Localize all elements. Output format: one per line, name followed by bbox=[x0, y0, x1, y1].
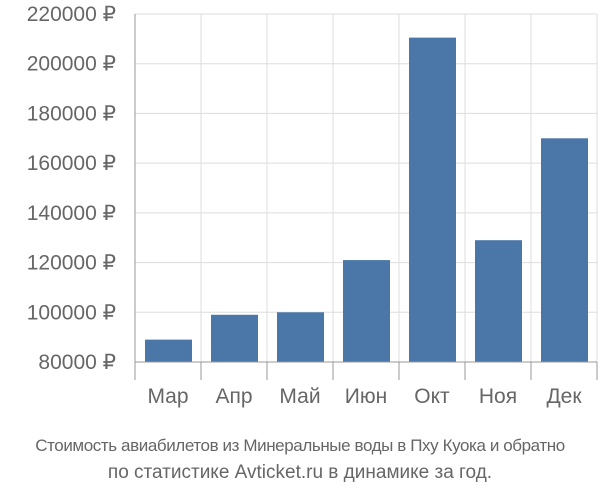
tick-labels: 80000 ₽ 100000 ₽ 120000 ₽ 140000 ₽ 160000 ₽ 1… bbox=[27, 3, 583, 408]
y-tick-label: 160000 ₽ bbox=[27, 152, 116, 175]
x-tick-label: Апр bbox=[215, 385, 252, 408]
chart-caption-line-2: по статистике Avticket.ru в динамике за … bbox=[107, 462, 493, 483]
bar-7 bbox=[541, 138, 588, 362]
chart-caption-line-1: Стоимость авиабилетов из Минеральные вод… bbox=[35, 436, 565, 455]
y-tick-label: 100000 ₽ bbox=[27, 301, 116, 324]
x-tick-label: Мар bbox=[147, 385, 188, 408]
y-tick-label: 80000 ₽ bbox=[38, 351, 116, 374]
axes bbox=[134, 14, 598, 380]
bar-6 bbox=[475, 240, 522, 362]
x-tick-label: Июн bbox=[345, 385, 387, 408]
bar-5 bbox=[409, 37, 456, 362]
y-tick-label: 120000 ₽ bbox=[27, 252, 116, 275]
x-tick-label: Ноя bbox=[479, 385, 517, 408]
bar-1 bbox=[145, 339, 192, 362]
bar-2 bbox=[211, 314, 258, 362]
y-tick-label: 180000 ₽ bbox=[27, 102, 116, 125]
y-tick-label: 140000 ₽ bbox=[27, 202, 116, 225]
bars bbox=[145, 37, 588, 362]
x-tick-label: Май bbox=[279, 385, 320, 408]
bar-3 bbox=[277, 312, 324, 362]
y-tick-label: 220000 ₽ bbox=[27, 3, 116, 26]
bar-4 bbox=[343, 260, 390, 362]
x-tick-label: Окт bbox=[414, 385, 450, 408]
grid-lines bbox=[134, 13, 598, 363]
x-tick-label: Дек bbox=[546, 385, 582, 408]
y-tick-label: 200000 ₽ bbox=[27, 53, 116, 76]
price-bar-chart: 80000 ₽ 100000 ₽ 120000 ₽ 140000 ₽ 160000 ₽ 1… bbox=[27, 3, 598, 408]
